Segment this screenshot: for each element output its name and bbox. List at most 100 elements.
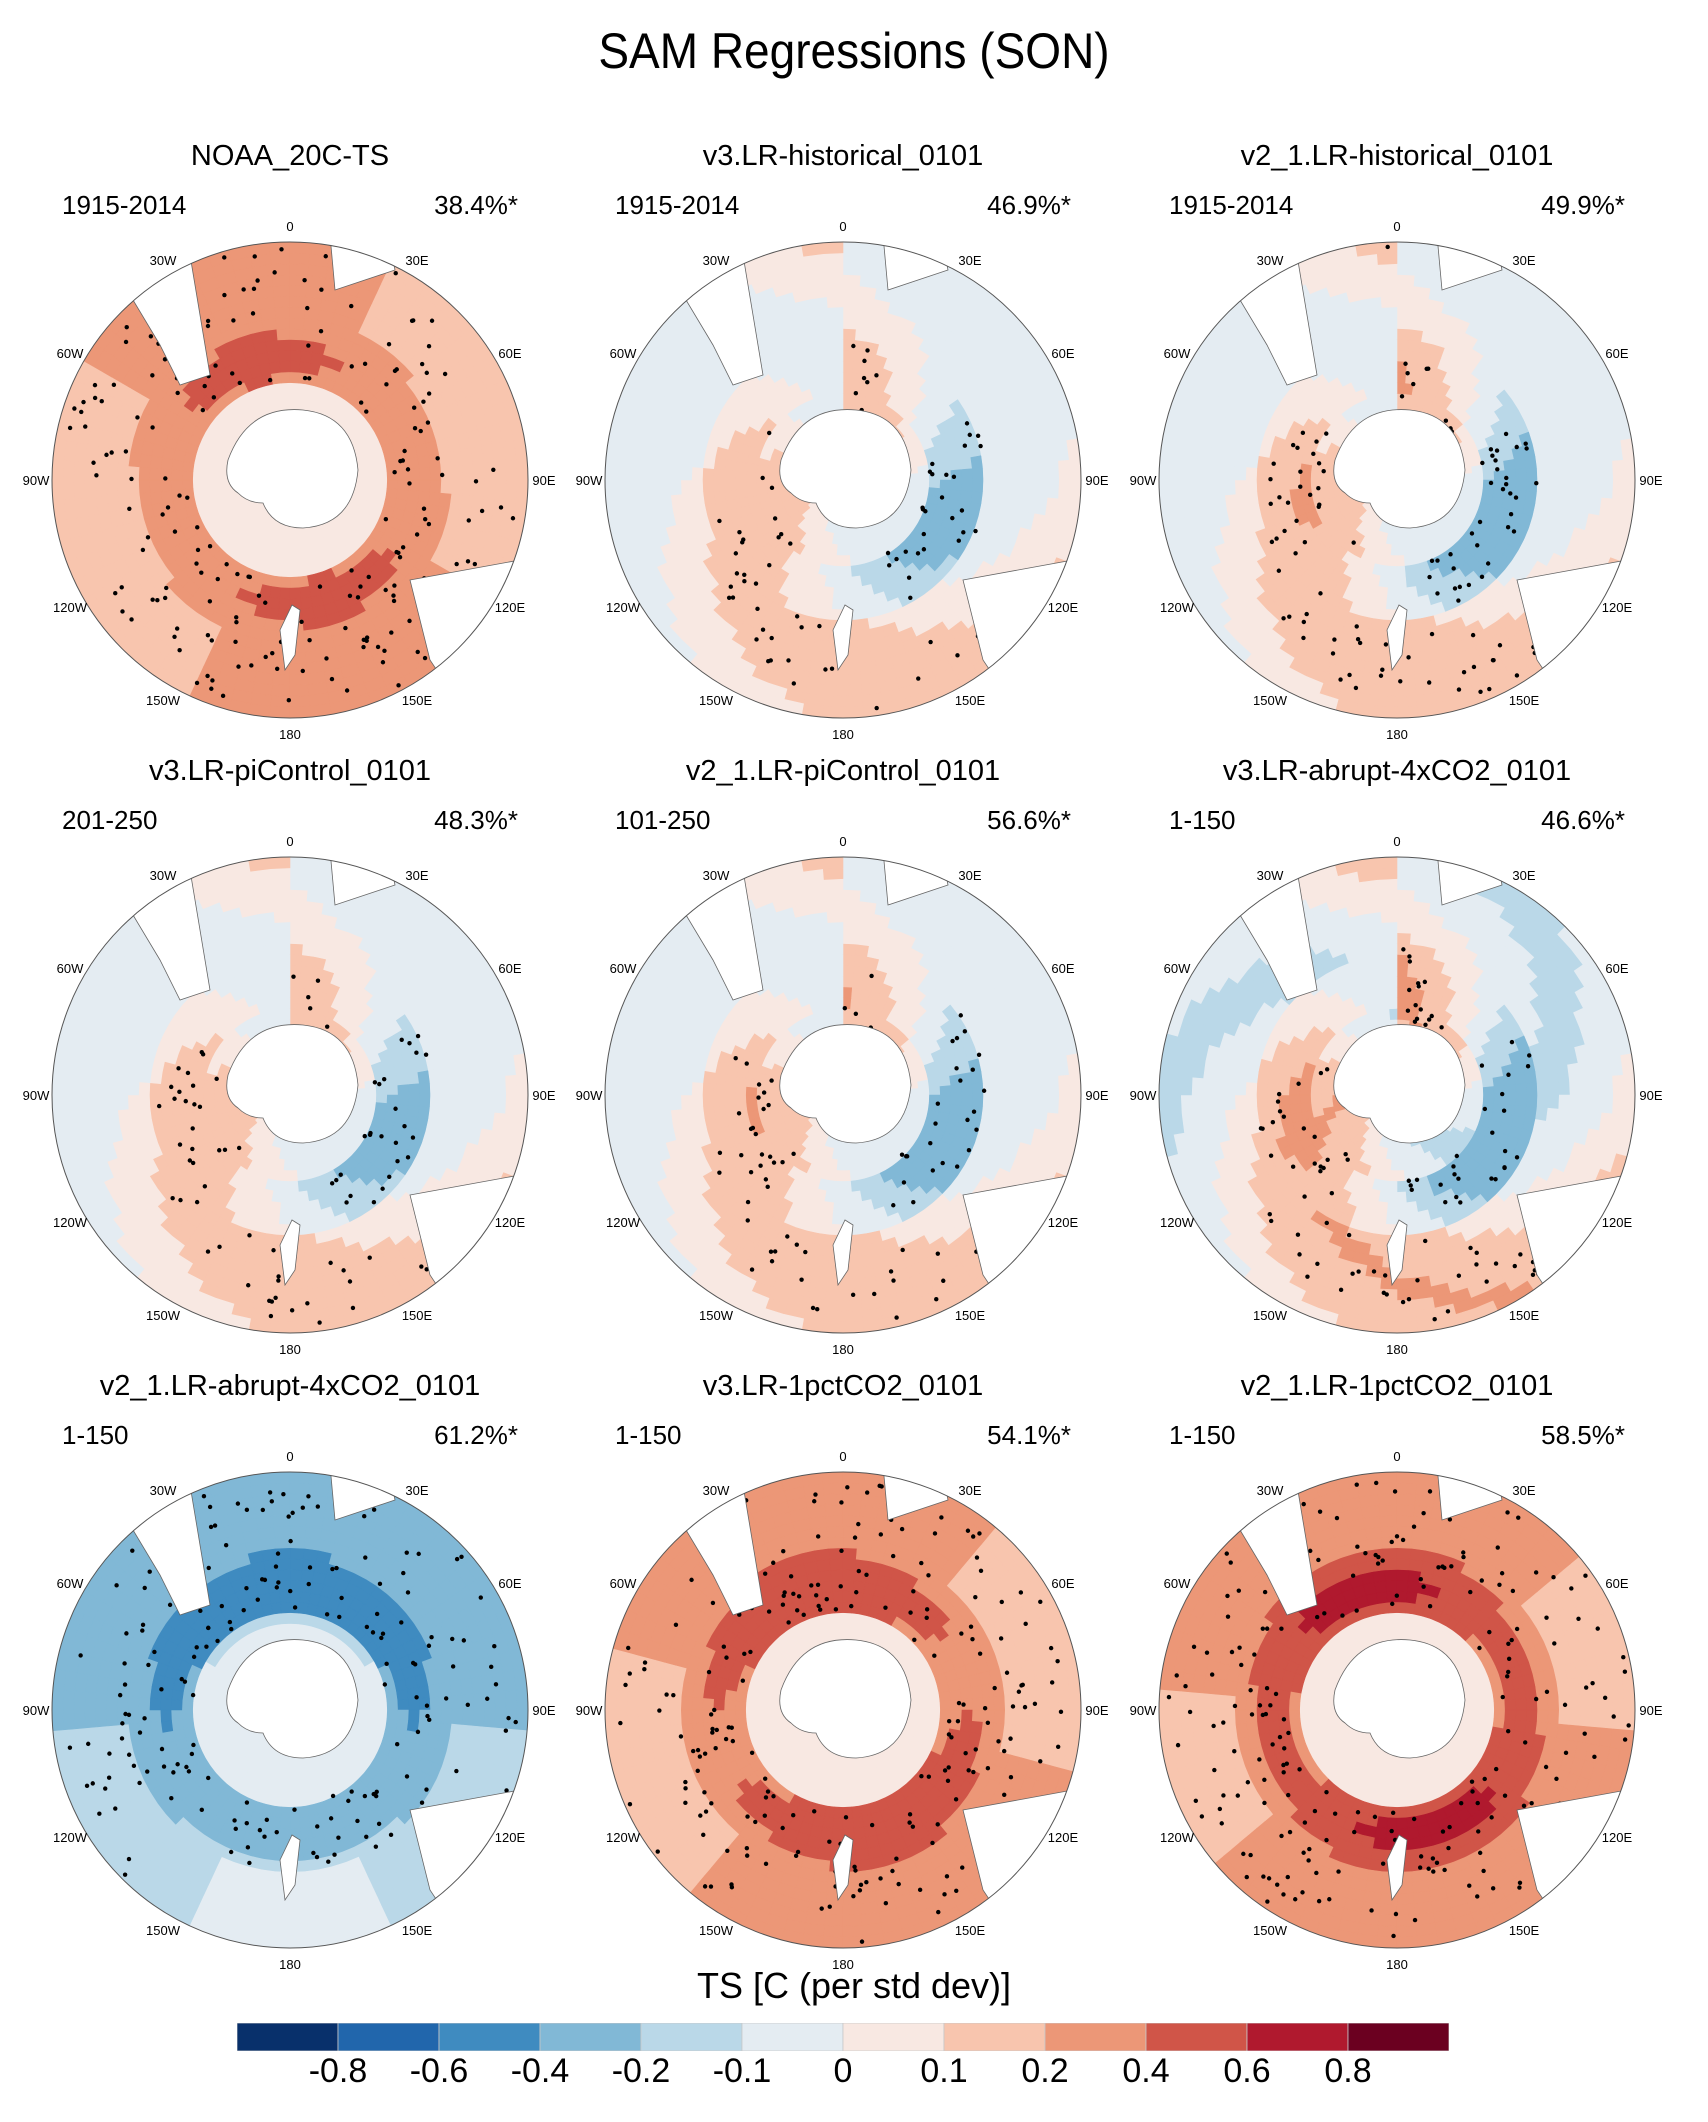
- longitude-label: 30W: [703, 253, 730, 268]
- significance-dot: [760, 475, 765, 481]
- significance-dot: [779, 532, 784, 537]
- contour-cell: [702, 479, 715, 493]
- contour-cell: [1245, 479, 1258, 494]
- significance-dot: [384, 382, 389, 387]
- contour-cell: [842, 565, 852, 578]
- contour-cell: [289, 284, 308, 298]
- panel-period: 1915-2014: [615, 190, 740, 220]
- contour-cell: [1472, 479, 1484, 488]
- contour-cell: [374, 462, 388, 473]
- contour-cell: [832, 360, 844, 373]
- significance-dot: [358, 400, 364, 405]
- significance-dot: [402, 448, 407, 454]
- longitude-label: 90W: [23, 473, 50, 488]
- contour-cell: [818, 339, 833, 353]
- contour-cell: [1277, 479, 1290, 491]
- contour-cell: [658, 463, 671, 481]
- significance-dot: [172, 529, 178, 534]
- contour-cell: [816, 328, 832, 342]
- significance-dot: [755, 606, 760, 612]
- contour-cell: [289, 371, 300, 384]
- significance-dot: [392, 368, 398, 374]
- significance-dot: [973, 528, 978, 534]
- contour-cell: [833, 371, 844, 384]
- contour-cell: [842, 242, 865, 255]
- significance-dot: [375, 644, 381, 650]
- significance-dot: [894, 556, 899, 562]
- contour-cell: [1525, 467, 1538, 481]
- significance-dot: [272, 270, 277, 275]
- contour-cell: [1396, 317, 1412, 330]
- contour-cell: [1377, 263, 1398, 276]
- contour-cell: [289, 393, 298, 405]
- contour-cell: [52, 458, 65, 481]
- contour-cell: [1256, 479, 1269, 493]
- contour-cell: [1535, 491, 1549, 507]
- significance-dot: [760, 627, 766, 632]
- significance-dot: [730, 595, 736, 600]
- land-mask: [832, 604, 854, 672]
- contour-cell: [1396, 695, 1418, 708]
- significance-dot: [414, 532, 420, 537]
- contour-cell: [981, 453, 995, 469]
- contour-cell: [1535, 453, 1549, 469]
- contour-cell: [1223, 464, 1236, 481]
- significance-dot: [392, 470, 397, 475]
- contour-cell: [299, 586, 312, 599]
- significance-dot: [887, 563, 892, 568]
- significance-dot: [358, 584, 363, 589]
- contour-cell: [724, 489, 737, 502]
- contour-cell: [825, 382, 836, 396]
- significance-dot: [766, 659, 771, 664]
- significance-dot: [215, 576, 220, 582]
- contour-cell: [829, 328, 844, 341]
- significance-dot: [772, 516, 778, 521]
- significance-dot: [928, 639, 933, 645]
- contour-cell: [277, 339, 291, 352]
- significance-dot: [380, 660, 386, 665]
- contour-cell: [1212, 463, 1225, 481]
- contour-cell: [1377, 371, 1389, 385]
- contour-cell: [105, 463, 118, 481]
- significance-dot: [231, 318, 236, 323]
- significance-dot: [349, 568, 354, 573]
- contour-cell: [971, 467, 984, 481]
- contour-cell: [289, 705, 312, 718]
- contour-cell: [669, 464, 682, 481]
- significance-dot: [391, 598, 397, 604]
- contour-cell: [1396, 555, 1405, 567]
- contour-cell: [386, 479, 399, 490]
- significance-dot: [951, 474, 957, 480]
- contour-cell: [159, 479, 172, 492]
- significance-dot: [411, 318, 416, 323]
- contour-cell: [821, 242, 844, 255]
- significance-dot: [249, 663, 254, 668]
- significance-dot: [343, 625, 348, 631]
- significance-dot: [177, 647, 182, 653]
- significance-dot: [211, 395, 217, 400]
- contour-cell: [494, 460, 507, 481]
- contour-cell: [272, 284, 291, 298]
- significance-dot: [123, 449, 129, 454]
- contour-cell: [451, 464, 464, 481]
- contour-cell: [854, 328, 870, 342]
- significance-dot: [874, 705, 879, 711]
- contour-cell: [149, 479, 162, 493]
- significance-dot: [263, 600, 268, 605]
- significance-dot: [163, 476, 168, 481]
- significance-dot: [305, 305, 310, 311]
- significance-dot: [129, 476, 134, 482]
- significance-dot: [479, 508, 485, 514]
- significance-dot: [155, 598, 160, 603]
- contour-cell: [265, 339, 280, 353]
- contour-cell: [842, 533, 850, 546]
- contour-cell: [1234, 479, 1247, 495]
- contour-cell: [842, 263, 863, 276]
- significance-dot: [209, 638, 215, 643]
- contour-cell: [615, 459, 628, 481]
- map-panel: NOAA_20C-TS 1915-2014 38.4%* 0 30E 60E 90E 120E…: [10, 140, 570, 750]
- panel-title: NOAA_20C-TS: [190, 140, 390, 172]
- contour-cell: [289, 252, 311, 265]
- contour-cell: [615, 479, 628, 501]
